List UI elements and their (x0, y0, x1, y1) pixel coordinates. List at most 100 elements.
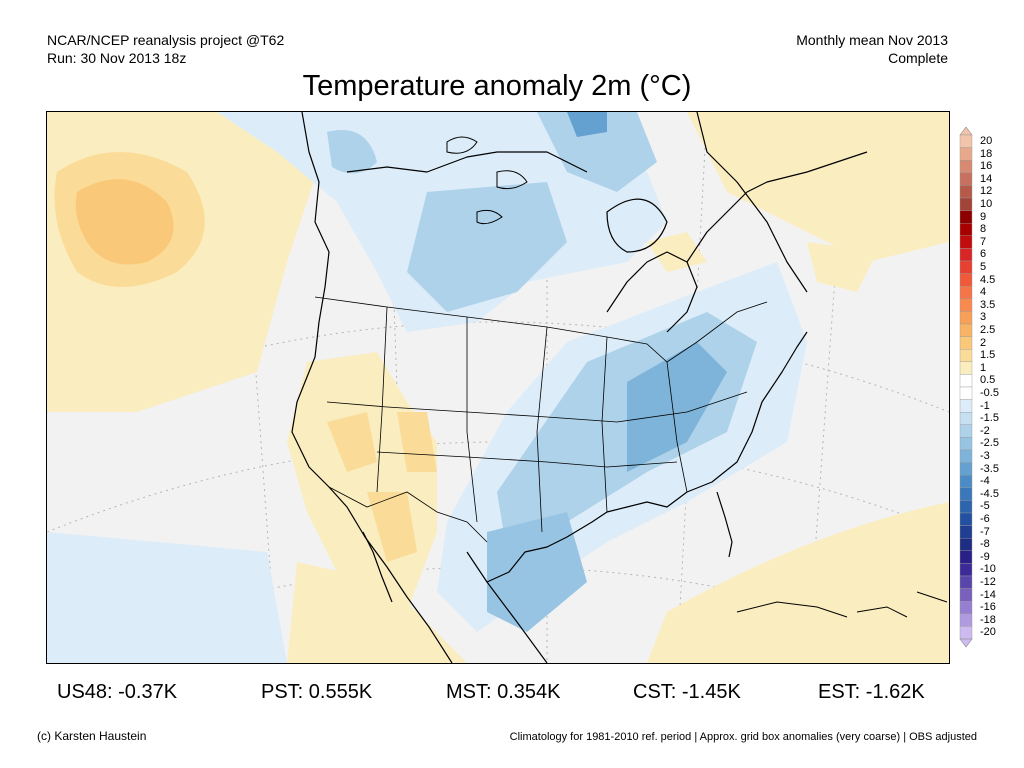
colorbar-label: 9 (980, 210, 987, 223)
colorbar-label: 6 (980, 248, 987, 261)
colorbar-label: 4 (980, 286, 987, 299)
region-stats: US48: -0.37K PST: 0.555K MST: 0.354K CST… (0, 680, 1024, 704)
colorbar-swatch (959, 134, 973, 148)
colorbar-swatch (959, 512, 973, 526)
colorbar-swatch (959, 235, 973, 249)
colorbar-swatch (959, 361, 973, 375)
colorbar-label: 14 (980, 172, 993, 185)
colorbar-swatch (959, 248, 973, 262)
colorbar-swatch (959, 273, 973, 287)
colorbar-swatch (959, 311, 973, 325)
colorbar-label: -9 (980, 550, 990, 563)
stat-est: EST: -1.62K (818, 681, 925, 703)
colorbar-bottom-arrow (959, 638, 973, 648)
colorbar-swatch (959, 185, 973, 199)
colorbar-label: -4.5 (980, 487, 999, 500)
colorbar-swatch (959, 613, 973, 627)
colorbar-label: 2 (980, 336, 987, 349)
colorbar-label: -3.5 (980, 462, 999, 475)
colorbar-label: 20 (980, 135, 993, 147)
anomaly-map (46, 111, 950, 664)
colorbar-label: 0.5 (980, 374, 996, 387)
colorbar-label: 8 (980, 223, 987, 236)
islands (446, 136, 948, 618)
colorbar-swatch (959, 336, 973, 350)
stat-mst: MST: 0.354K (446, 681, 561, 703)
colorbar-swatch (959, 260, 973, 274)
colorbar-swatch (959, 147, 973, 161)
boundaries (314, 296, 768, 543)
colorbar-swatch (959, 588, 973, 602)
colorbar-label: -2 (980, 424, 990, 437)
stat-pst: PST: 0.555K (261, 681, 373, 703)
copyright: (c) Karsten Haustein (37, 729, 147, 743)
colorbar-label: 3 (980, 311, 987, 324)
colorbar-swatch (959, 437, 973, 451)
colorbar-label: -2.5 (980, 437, 999, 450)
status-label: Complete (888, 50, 948, 66)
colorbar-label: -0.5 (980, 387, 999, 399)
colorbar-label: -6 (980, 513, 990, 525)
stat-us48: US48: -0.37K (57, 681, 178, 703)
colorbar-swatch (959, 575, 973, 589)
colorbar-label: -4 (980, 475, 990, 488)
colorbar-label: 10 (980, 198, 993, 210)
colorbar-label: 12 (980, 185, 993, 198)
colorbar-label: -8 (980, 538, 990, 551)
colorbar-swatch (959, 374, 973, 388)
colorbar-label: 3.5 (980, 298, 996, 311)
colorbar-label: -3 (980, 450, 990, 462)
colorbar-label: -5 (980, 500, 990, 513)
colorbar-swatch (959, 550, 973, 564)
colorbar-label: -16 (980, 601, 996, 614)
colorbar-label: -7 (980, 525, 990, 538)
colorbar-label: -1.5 (980, 412, 999, 425)
colorbar-swatch (959, 412, 973, 426)
colorbar-swatch (959, 563, 973, 577)
colorbar-label: 1 (980, 361, 987, 374)
colorbar-swatch (959, 386, 973, 400)
colorbar (958, 126, 978, 654)
colorbar-swatch (959, 210, 973, 224)
header-left: NCAR/NCEP reanalysis project @T62 Run: 3… (47, 31, 284, 67)
colorbar-swatch (959, 323, 973, 337)
colorbar-label: -1 (980, 399, 990, 412)
colorbar-top-arrow (959, 126, 973, 136)
colorbar-label: 2.5 (980, 324, 996, 336)
map-title: Temperature anomaly 2m (°C) (302, 70, 692, 102)
colorbar-label: 18 (980, 147, 993, 160)
colorbar-swatch (959, 475, 973, 489)
colorbar-swatch (959, 197, 973, 211)
colorbar-label: 16 (980, 160, 993, 173)
anomaly-map-svg (47, 112, 949, 663)
colorbar-swatch (959, 222, 973, 236)
colorbar-swatch (959, 285, 973, 299)
colorbar-swatch (959, 348, 973, 362)
coastlines (291, 112, 868, 663)
colorbar-swatch (959, 538, 973, 552)
colorbar-swatch (959, 462, 973, 476)
colorbar-label: -12 (980, 576, 996, 588)
footnote: Climatology for 1981-2010 ref. period | … (509, 731, 977, 743)
colorbar-swatch (959, 399, 973, 413)
colorbar-swatch (959, 449, 973, 463)
colorbar-swatch (959, 525, 973, 539)
colorbar-label: -14 (980, 588, 996, 601)
cold-anomaly-areas (47, 112, 807, 663)
colorbar-label: 5 (980, 261, 987, 273)
colorbar-svg (959, 126, 973, 648)
colorbar-label: -20 (980, 626, 996, 639)
colorbar-swatch (959, 160, 973, 174)
period-label: Monthly mean Nov 2013 (796, 32, 948, 48)
header-right: Monthly mean Nov 2013 Complete (796, 31, 948, 67)
colorbar-swatch (959, 500, 973, 514)
colorbar-swatch (959, 487, 973, 501)
colorbar-swatch (959, 172, 973, 186)
model-label: NCAR/NCEP reanalysis project @T62 (47, 32, 285, 48)
stat-cst: CST: -1.45K (633, 681, 741, 703)
colorbar-swatch (959, 424, 973, 438)
colorbar-swatch (959, 626, 973, 640)
colorbar-swatch (959, 601, 973, 615)
colorbar-label: -10 (980, 563, 996, 576)
run-label: Run: 30 Nov 2013 18z (47, 50, 187, 66)
